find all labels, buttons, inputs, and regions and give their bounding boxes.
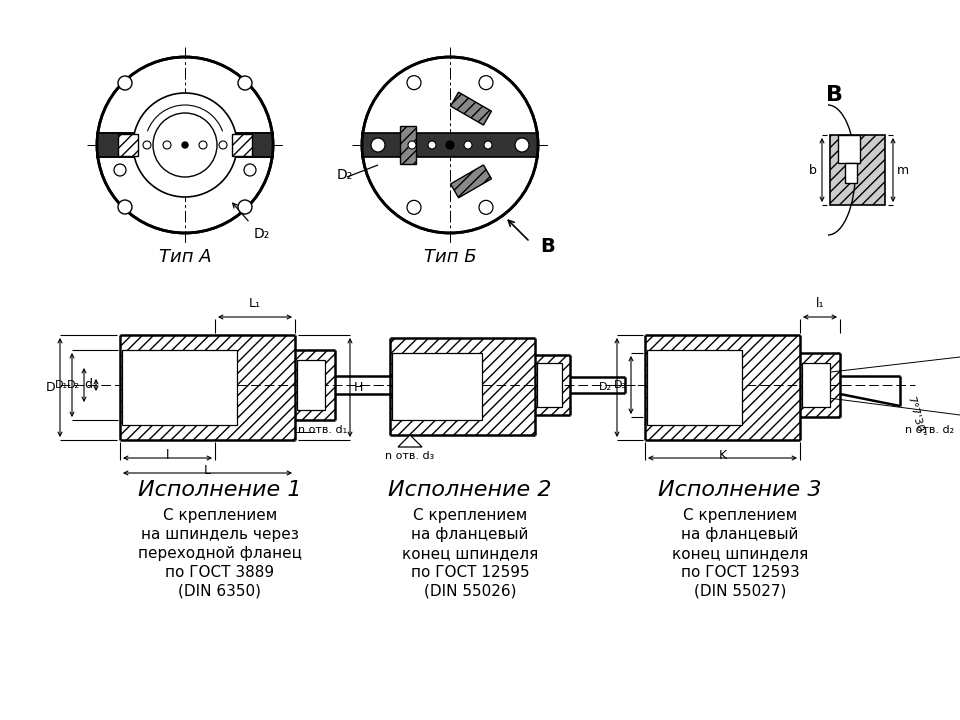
Text: b: b	[809, 163, 817, 176]
Circle shape	[244, 164, 256, 176]
Circle shape	[428, 141, 436, 149]
Bar	[120, 335, 295, 440]
Bar	[845, 163, 857, 183]
Circle shape	[479, 76, 493, 90]
Text: С креплением: С креплением	[683, 508, 797, 523]
Circle shape	[118, 76, 132, 90]
Bar	[800, 353, 840, 417]
Text: конец шпинделя: конец шпинделя	[672, 546, 808, 561]
Text: 7°7'30": 7°7'30"	[905, 395, 925, 438]
Text: K: K	[718, 449, 727, 462]
Polygon shape	[450, 165, 492, 198]
Circle shape	[464, 141, 472, 149]
Circle shape	[114, 164, 126, 176]
Text: D₃: D₃	[613, 380, 627, 390]
Bar	[535, 355, 570, 415]
Text: Исполнение 1: Исполнение 1	[138, 480, 301, 500]
Polygon shape	[398, 435, 422, 447]
Bar	[830, 135, 885, 205]
Text: D₂: D₂	[337, 168, 353, 182]
Circle shape	[133, 93, 237, 197]
Circle shape	[371, 138, 385, 152]
Text: L: L	[204, 464, 211, 477]
Circle shape	[484, 141, 492, 149]
Text: D₁: D₁	[55, 380, 68, 390]
Text: m: m	[897, 163, 909, 176]
Bar	[97, 133, 273, 157]
Text: l₁: l₁	[816, 297, 825, 310]
Circle shape	[446, 141, 454, 149]
Circle shape	[238, 200, 252, 214]
Bar	[97, 133, 273, 157]
Bar	[118, 134, 138, 156]
Text: Тип Б: Тип Б	[423, 248, 476, 266]
Text: по ГОСТ 12595: по ГОСТ 12595	[411, 565, 529, 580]
Circle shape	[143, 141, 151, 149]
Text: (DIN 55026): (DIN 55026)	[423, 584, 516, 599]
Circle shape	[118, 200, 132, 214]
Text: В: В	[540, 238, 555, 256]
Text: (DIN 55027): (DIN 55027)	[694, 584, 786, 599]
Polygon shape	[400, 126, 416, 164]
Text: D: D	[45, 381, 55, 394]
Bar	[122, 350, 237, 425]
Text: на фланцевый: на фланцевый	[682, 527, 799, 542]
Text: на шпиндель через: на шпиндель через	[141, 527, 299, 542]
Circle shape	[182, 142, 188, 148]
Text: n отв. d₁: n отв. d₁	[298, 425, 348, 435]
Circle shape	[407, 200, 421, 215]
Circle shape	[199, 141, 207, 149]
Bar	[297, 360, 325, 410]
Text: конец шпинделя: конец шпинделя	[402, 546, 539, 561]
Circle shape	[408, 141, 416, 149]
Bar	[537, 363, 562, 407]
Circle shape	[97, 57, 273, 233]
Text: L₁: L₁	[249, 297, 261, 310]
Text: d: d	[84, 379, 92, 392]
Text: С креплением: С креплением	[163, 508, 277, 523]
Text: D₂: D₂	[254, 227, 271, 241]
Bar	[645, 335, 800, 440]
Polygon shape	[450, 92, 492, 125]
Text: Исполнение 2: Исполнение 2	[388, 480, 552, 500]
Circle shape	[219, 141, 227, 149]
Text: переходной фланец: переходной фланец	[138, 546, 302, 561]
Text: С креплением: С креплением	[413, 508, 527, 523]
Text: D₂: D₂	[599, 382, 612, 392]
Circle shape	[153, 113, 217, 177]
Circle shape	[515, 138, 529, 152]
Circle shape	[238, 76, 252, 90]
Bar	[647, 350, 742, 425]
Text: H: H	[354, 381, 364, 394]
Text: по ГОСТ 3889: по ГОСТ 3889	[165, 565, 275, 580]
Circle shape	[163, 141, 171, 149]
Text: n отв. d₂: n отв. d₂	[905, 425, 954, 435]
Bar	[838, 135, 860, 163]
Bar	[802, 363, 830, 407]
Text: n отв. d₃: n отв. d₃	[385, 451, 435, 461]
Text: на фланцевый: на фланцевый	[411, 527, 529, 542]
Text: по ГОСТ 12593: по ГОСТ 12593	[681, 565, 800, 580]
Text: l: l	[166, 449, 169, 462]
Circle shape	[407, 76, 421, 90]
Bar	[362, 133, 538, 157]
Text: Исполнение 3: Исполнение 3	[659, 480, 822, 500]
Text: (DIN 6350): (DIN 6350)	[179, 584, 261, 599]
Text: D₂: D₂	[67, 380, 80, 390]
Bar	[390, 338, 535, 435]
Circle shape	[479, 200, 493, 215]
Bar	[295, 350, 335, 420]
Circle shape	[362, 57, 538, 233]
Text: Тип А: Тип А	[158, 248, 211, 266]
Text: В: В	[827, 85, 844, 105]
Bar	[232, 134, 252, 156]
Bar	[392, 353, 482, 420]
